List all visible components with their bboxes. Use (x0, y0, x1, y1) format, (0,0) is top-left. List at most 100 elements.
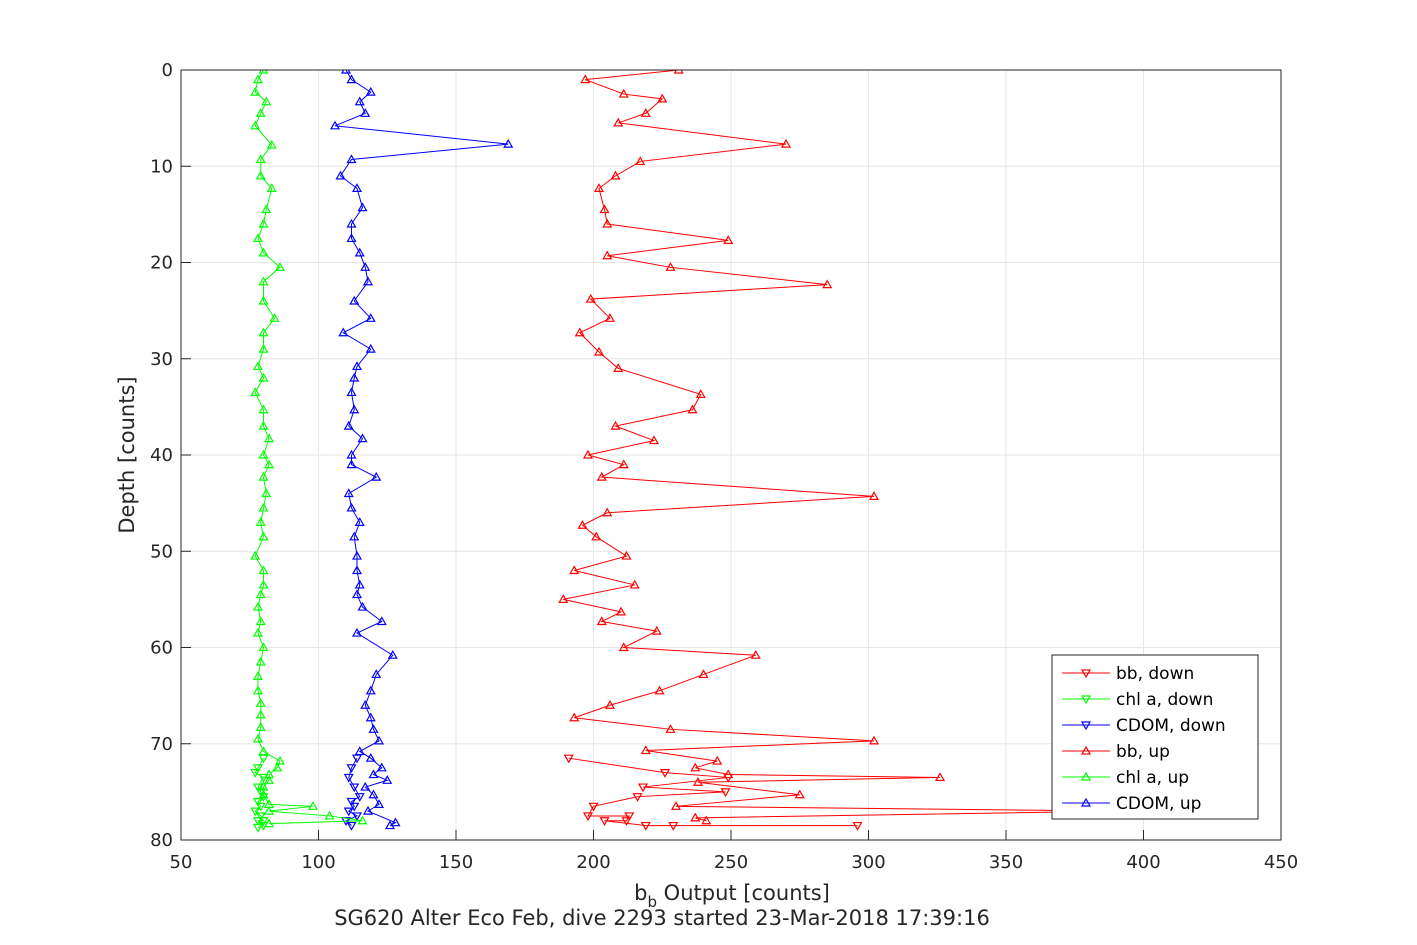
data-point (266, 139, 277, 149)
data-point (596, 471, 607, 481)
data-point (371, 669, 382, 679)
data-point (258, 746, 269, 756)
data-point (263, 433, 275, 443)
data-point (654, 685, 665, 695)
data-point (346, 764, 357, 774)
data-point (258, 404, 269, 414)
y-tick-label: 10 (150, 156, 173, 177)
data-point (368, 789, 379, 799)
data-point (657, 93, 668, 103)
data-point (588, 802, 599, 812)
data-point (371, 471, 382, 481)
data-point (632, 793, 643, 802)
data-point (360, 262, 371, 271)
data-point (390, 817, 401, 827)
data-point (593, 346, 605, 356)
data-point (255, 589, 266, 599)
y-tick-label: 60 (150, 638, 173, 659)
data-point (503, 138, 514, 148)
legend-label: chl a, down (1116, 690, 1213, 710)
data-point (668, 821, 679, 831)
data-point (602, 507, 613, 517)
data-point (346, 797, 357, 807)
data-point (868, 491, 880, 500)
data-point (376, 762, 387, 772)
y-tick-label: 50 (150, 541, 173, 562)
data-point (690, 812, 701, 822)
data-point (582, 812, 594, 822)
data-point (621, 817, 632, 826)
data-point (698, 669, 709, 679)
data-point (324, 810, 335, 820)
data-point (577, 520, 588, 529)
data-point (272, 762, 283, 772)
data-point (354, 746, 365, 756)
data-point (252, 233, 264, 243)
data-point (346, 821, 357, 831)
data-point (610, 420, 621, 430)
data-point (687, 404, 698, 414)
data-point (255, 656, 266, 666)
x-axis-title-subscript: b (647, 893, 657, 911)
data-point (351, 565, 363, 575)
data-point (255, 517, 266, 526)
data-point (351, 754, 363, 764)
data-point (252, 601, 264, 611)
data-point (346, 502, 357, 512)
data-point (250, 86, 261, 96)
data-point (349, 783, 360, 793)
data-point (258, 471, 269, 481)
data-point (252, 797, 264, 807)
data-point (349, 404, 360, 414)
y-tick-label: 0 (162, 60, 173, 81)
legend-label: bb, down (1116, 664, 1194, 684)
data-point (258, 502, 269, 512)
x-tick-label: 100 (301, 852, 335, 873)
data-point (651, 625, 662, 635)
data-point (599, 817, 610, 826)
data-point (258, 343, 269, 353)
data-point (346, 218, 357, 228)
data-point (346, 459, 357, 469)
data-point (365, 712, 376, 722)
data-point (357, 202, 368, 212)
y-tick-label: 20 (150, 253, 173, 274)
legend-box (1051, 654, 1259, 820)
caption: SG620 Alter Eco Feb, dive 2293 started 2… (334, 906, 990, 930)
data-point (340, 70, 352, 74)
data-point (665, 262, 676, 271)
data-point (640, 745, 651, 755)
data-point (252, 764, 264, 774)
data-point (343, 420, 354, 430)
series-2 (340, 754, 365, 831)
data-point (365, 752, 376, 762)
data-point (250, 550, 261, 560)
data-point (610, 170, 621, 180)
data-point (365, 685, 376, 695)
data-point (255, 698, 266, 707)
data-point (357, 433, 368, 443)
data-point (252, 361, 264, 371)
legend-label: CDOM, down (1116, 716, 1226, 736)
data-point (569, 565, 580, 575)
data-point (593, 183, 605, 192)
data-point (695, 389, 706, 398)
data-point (354, 247, 365, 257)
data-point (351, 550, 363, 560)
data-point (258, 276, 269, 286)
data-point (258, 218, 269, 228)
data-point (351, 183, 363, 192)
data-point (670, 801, 682, 810)
data-point (750, 649, 761, 659)
data-point (266, 183, 277, 192)
data-point (558, 594, 569, 603)
x-tick-label: 450 (1264, 852, 1298, 873)
data-point (365, 86, 376, 96)
data-point (258, 789, 269, 799)
data-point (343, 488, 354, 498)
data-point (351, 589, 363, 599)
y-tick-label: 70 (150, 734, 173, 755)
data-point (618, 88, 629, 98)
data-point (307, 801, 319, 810)
